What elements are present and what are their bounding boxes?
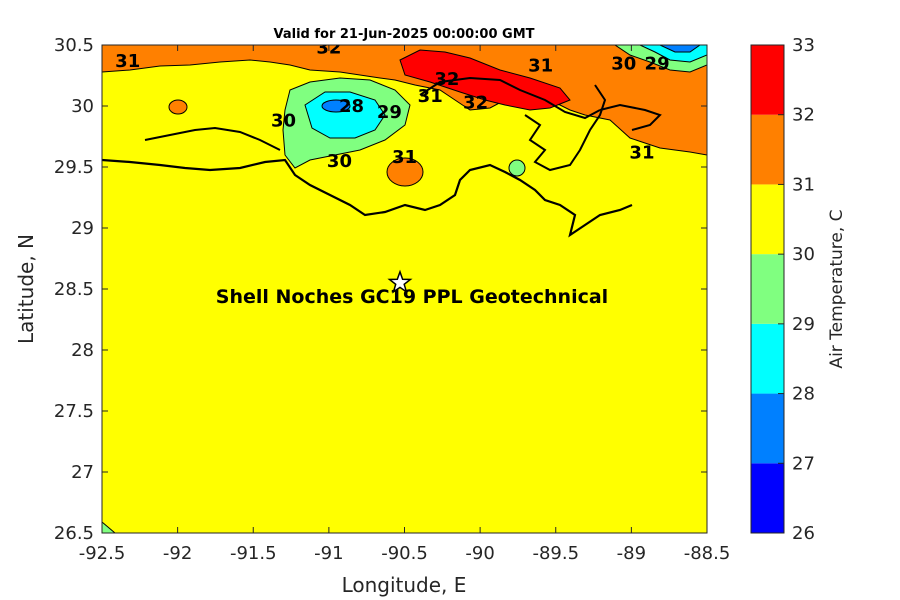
contour-label: 31 — [392, 147, 417, 168]
coastline-marsh — [524, 84, 607, 172]
y-axis-ticks: 30.5 30 29.5 29 28.5 28 27.5 27 26.5 — [54, 35, 707, 544]
colorbar-tick-label: 29 — [792, 314, 815, 335]
y-tick-label: 28 — [71, 340, 94, 361]
colorbar-tick-label: 26 — [792, 523, 815, 544]
contour-label: 31 — [418, 86, 443, 107]
x-axis-label: Longitude, E — [342, 573, 467, 597]
contour-label: 31 — [528, 56, 553, 77]
colorbar-frame — [750, 44, 785, 534]
contour-label: 30 — [271, 111, 296, 132]
x-tick-label: -88.5 — [684, 543, 731, 564]
colorbar-label: Air Temperature, C — [827, 209, 847, 368]
coastline-lake — [419, 76, 601, 120]
y-axis-label: Latitude, N — [14, 234, 38, 344]
contour-label: 31 — [629, 142, 654, 163]
colorbar — [750, 44, 785, 534]
contour-label: 29 — [645, 53, 670, 74]
coastline-east — [599, 103, 662, 131]
colorbar-level — [751, 323, 784, 394]
x-tick-label: -90.5 — [381, 543, 428, 564]
site-star-icon[interactable] — [387, 269, 413, 294]
y-tick-label: 27 — [71, 462, 94, 483]
y-tick-label: 30 — [71, 96, 94, 117]
contour-label: 31 — [115, 51, 140, 72]
colorbar-level — [751, 114, 784, 185]
contour-label: 32 — [316, 37, 341, 58]
y-tick-label: 27.5 — [54, 401, 94, 422]
colorbar-tick-label: 27 — [792, 453, 815, 474]
coastline-west-bay — [144, 126, 281, 151]
y-tick-label: 30.5 — [54, 35, 94, 56]
contour-band-29-sw — [102, 521, 116, 533]
colorbar-level — [751, 45, 784, 115]
x-tick-label: -91.5 — [230, 543, 277, 564]
contour-band-27-ne — [659, 45, 701, 53]
contour-band-31 — [102, 45, 707, 156]
contour-blob-31-south — [386, 157, 424, 187]
colorbar-level — [751, 184, 784, 255]
x-tick-label: -89 — [617, 543, 646, 564]
map-title: Valid for 21-Jun-2025 00:00:00 GMT — [274, 27, 535, 42]
coastline — [102, 158, 633, 238]
x-tick-label: -90 — [465, 543, 494, 564]
colorbar-tick-label: 32 — [792, 105, 815, 126]
site-label: Shell Noches GC19 PPL Geotechnical — [216, 286, 608, 308]
contour-label: 29 — [377, 102, 402, 123]
contour-band-27 — [321, 99, 351, 113]
colorbar-tick-label: 33 — [792, 35, 815, 56]
contour-blob-31-west — [168, 99, 188, 115]
x-tick-label: -89.5 — [532, 543, 579, 564]
contour-label: 28 — [339, 96, 364, 117]
y-tick-label: 29 — [71, 218, 94, 239]
x-tick-label: -91 — [314, 543, 343, 564]
colorbar-tick-label: 30 — [792, 244, 815, 265]
colorbar-level — [751, 463, 784, 533]
colorbar-tick-label: 28 — [792, 384, 815, 405]
y-tick-label: 26.5 — [54, 523, 94, 544]
x-tick-label: -92 — [163, 543, 192, 564]
colorbar-level — [751, 393, 784, 464]
contour-label: 30 — [327, 151, 352, 172]
y-tick-label: 29.5 — [54, 157, 94, 178]
contour-label: 30 — [611, 53, 636, 74]
contour-label: 32 — [463, 92, 488, 113]
contour-blob-29-east — [508, 159, 526, 177]
contour-label: 32 — [434, 69, 459, 90]
x-tick-label: -92.5 — [79, 543, 126, 564]
colorbar-tick-label: 31 — [792, 174, 815, 195]
x-axis-ticks: -92.5 -92 -91.5 -91 -90.5 -90 -89.5 -89 -88.5 — [79, 45, 731, 564]
colorbar-ticks: 33 32 31 30 29 28 27 26 — [778, 35, 815, 544]
colorbar-level — [751, 254, 784, 324]
y-tick-label: 28.5 — [54, 279, 94, 300]
